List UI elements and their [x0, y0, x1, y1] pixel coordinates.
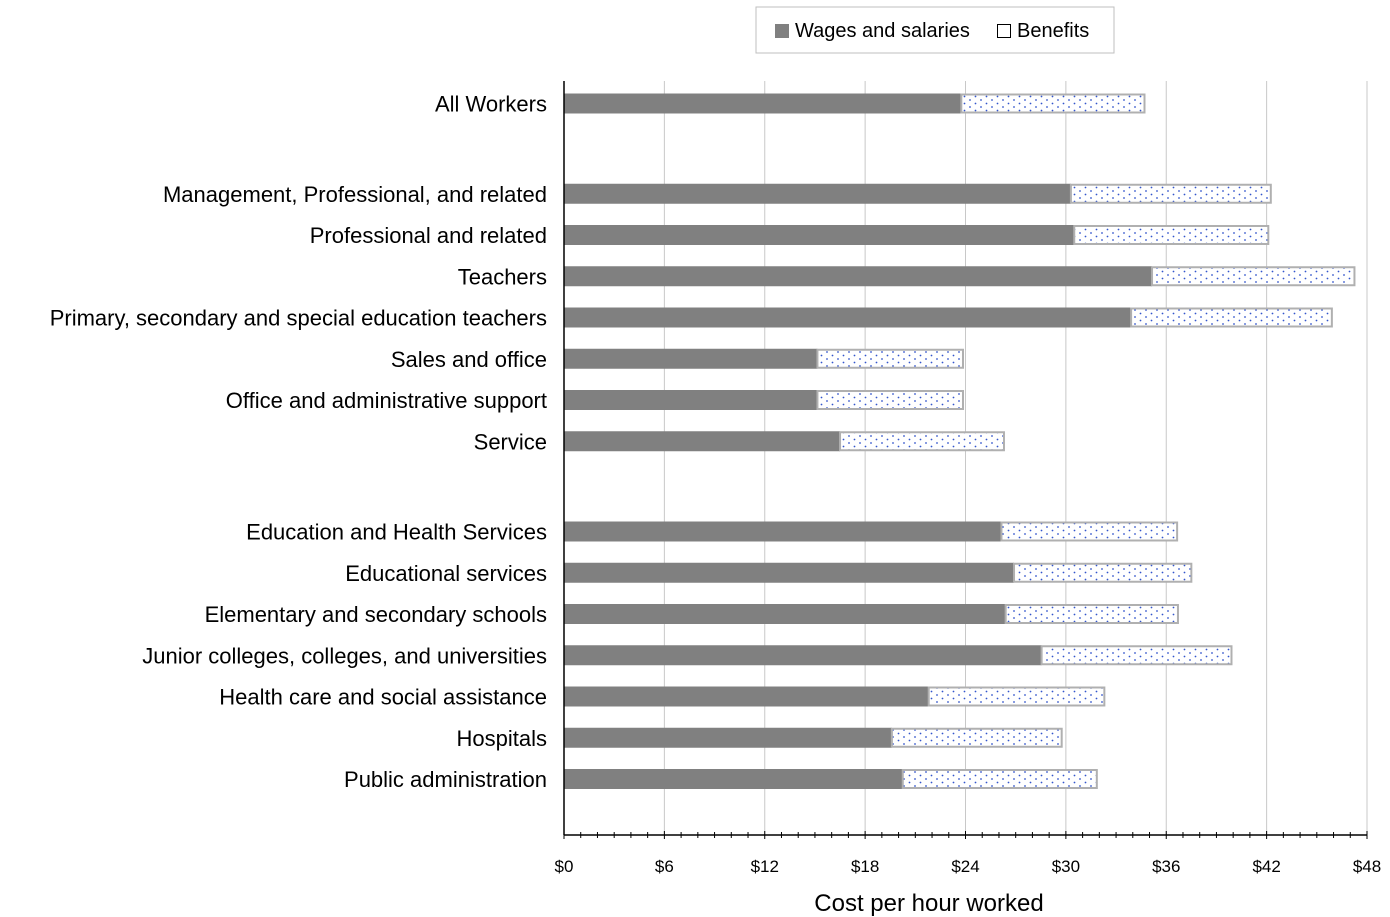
- legend-swatch-wages: [775, 24, 789, 38]
- category-label: Professional and related: [310, 223, 547, 248]
- bar-benefits: [1069, 183, 1272, 204]
- x-axis-title: Cost per hour worked: [814, 890, 1043, 917]
- legend-box: [755, 6, 1115, 54]
- category-labels: All Workers Management, Professional, and…: [50, 92, 547, 793]
- bar-benefits: [901, 769, 1098, 789]
- bar-benefits: [1000, 521, 1179, 542]
- bar-wages: [564, 686, 929, 707]
- legend-label-benefits: Benefits: [1017, 20, 1089, 42]
- category-label: Management, Professional, and related: [163, 182, 547, 207]
- category-label: Public administration: [344, 767, 547, 792]
- category-label: All Workers: [435, 92, 547, 117]
- bar-benefits: [1130, 307, 1333, 328]
- bar-wages: [564, 645, 1042, 666]
- bar-benefits: [927, 686, 1106, 707]
- bar-benefits: [890, 727, 1063, 748]
- grid-lines: [663, 81, 1368, 835]
- bar-wages: [564, 562, 1015, 583]
- bar-wages: [564, 266, 1153, 287]
- bar-benefits: [816, 348, 964, 369]
- x-tick-label: $12: [751, 857, 779, 876]
- x-tick-label: $18: [851, 857, 879, 876]
- bars: [564, 93, 1356, 789]
- bar-wages: [564, 183, 1071, 204]
- bar-wages: [564, 769, 903, 789]
- bar-wages: [564, 348, 818, 369]
- bar-wages: [564, 727, 892, 748]
- x-tick-label: $24: [951, 857, 979, 876]
- bar-benefits: [839, 431, 1005, 452]
- bar-wages: [564, 307, 1132, 328]
- category-label: Primary, secondary and special education…: [50, 306, 547, 331]
- category-label: Health care and social assistance: [219, 685, 547, 710]
- category-label: Elementary and secondary schools: [205, 602, 547, 627]
- bar-wages: [564, 390, 818, 410]
- bar-benefits: [1040, 645, 1233, 666]
- legend: Wages and salaries Benefits: [755, 6, 1115, 54]
- category-label: Educational services: [345, 561, 547, 586]
- x-tick-label: $36: [1152, 857, 1180, 876]
- bar-benefits: [1073, 225, 1270, 245]
- bar-wages: [564, 431, 841, 452]
- bar-benefits: [1151, 266, 1356, 287]
- category-label: Service: [474, 429, 547, 454]
- x-tick-label: $0: [555, 857, 574, 876]
- category-label: Office and administrative support: [226, 388, 547, 413]
- x-tick-labels: $0 $6 $12 $18 $24 $30 $36 $42 $48: [555, 857, 1382, 876]
- bar-benefits: [1004, 604, 1179, 624]
- bar-benefits: [1013, 562, 1193, 583]
- bar-wages: [564, 521, 1002, 542]
- axes: [563, 81, 1368, 839]
- category-label: Hospitals: [457, 726, 547, 751]
- x-tick-label: $30: [1052, 857, 1080, 876]
- category-label: Junior colleges, colleges, and universit…: [142, 643, 547, 668]
- bar-wages: [564, 225, 1075, 245]
- bar-wages: [564, 604, 1006, 624]
- legend-label-wages: Wages and salaries: [795, 20, 970, 42]
- x-tick-label: $42: [1252, 857, 1280, 876]
- bar-benefits: [816, 390, 964, 410]
- bar-wages: [564, 93, 962, 114]
- x-tick-label: $6: [655, 857, 674, 876]
- category-label: Sales and office: [391, 347, 547, 372]
- category-label: Teachers: [458, 264, 547, 289]
- legend-swatch-benefits: [997, 24, 1011, 38]
- x-tick-label: $48: [1353, 857, 1381, 876]
- category-label: Education and Health Services: [246, 520, 547, 545]
- bar-benefits: [960, 93, 1146, 114]
